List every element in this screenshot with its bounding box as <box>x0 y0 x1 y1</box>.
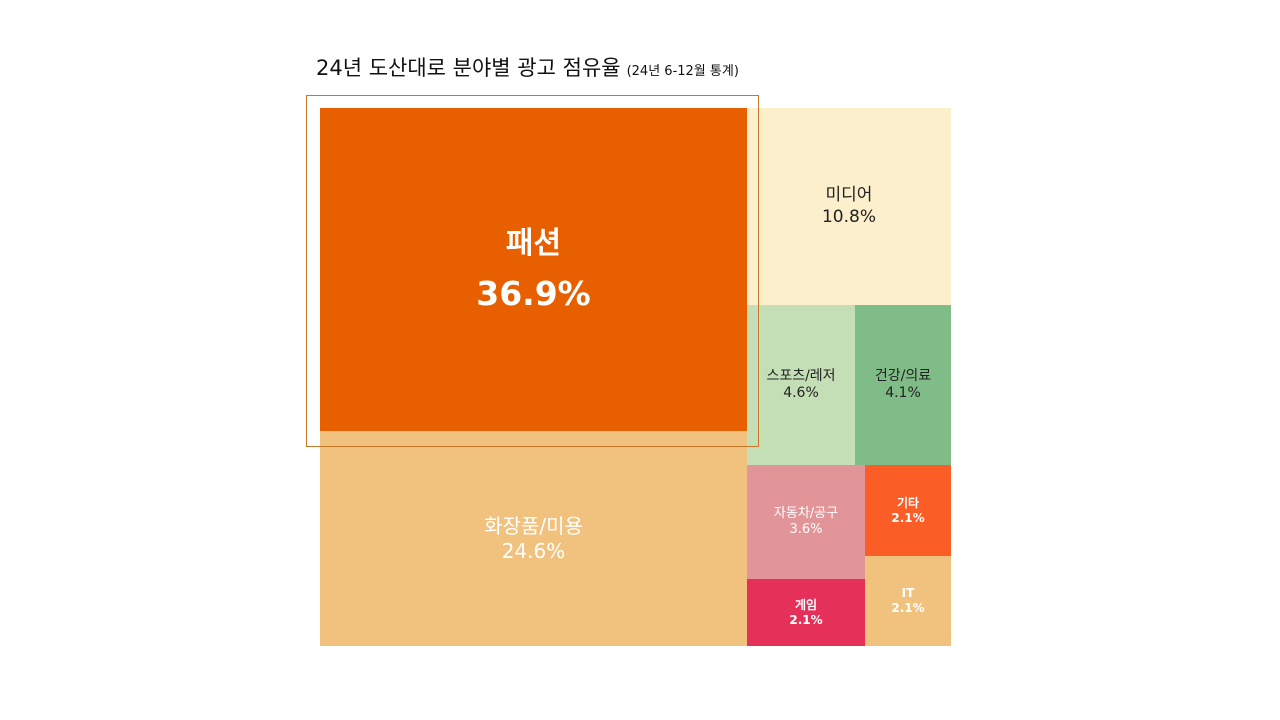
treemap-tile: 건강/의료 4.1% <box>855 305 951 465</box>
tile-label: 건강/의료 <box>874 367 932 384</box>
tile-value: 2.1% <box>891 601 925 615</box>
chart-title: 24년 도산대로 분야별 광고 점유율 (24년 6-12월 통계) <box>316 52 739 82</box>
tile-label: 화장품/미용 <box>484 513 583 538</box>
treemap-tile: 화장품/미용 24.6% <box>320 431 747 646</box>
treemap: 패션 36.9% 화장품/미용 24.6% 미디어 10.8% 스포츠/레저 4.6% 건강/의… <box>320 108 951 646</box>
tile-value: 4.1% <box>885 385 921 401</box>
chart-subtitle: (24년 6-12월 통계) <box>626 64 739 79</box>
tile-value: 24.6% <box>501 538 566 563</box>
treemap-tile: 기타 2.1% <box>865 465 951 556</box>
treemap-tile: 미디어 10.8% <box>747 108 951 305</box>
tile-value: 10.8% <box>821 206 876 227</box>
tile-value: 2.1% <box>789 612 823 627</box>
tile-label: 기타 <box>896 495 920 510</box>
tile-value: 4.6% <box>783 385 819 401</box>
treemap-tile: 스포츠/레저 4.6% <box>747 305 855 465</box>
tile-value: 36.9% <box>476 273 591 313</box>
treemap-tile: 게임 2.1% <box>747 579 865 646</box>
tile-label: 자동차/공구 <box>773 505 839 521</box>
treemap-tile: IT 2.1% <box>865 556 951 646</box>
treemap-tile: 자동차/공구 3.6% <box>747 465 865 579</box>
tile-value: 2.1% <box>891 510 925 525</box>
tile-label: 게임 <box>794 597 818 612</box>
treemap-tile: 패션 36.9% <box>320 108 747 431</box>
tile-label: 패션 <box>505 226 562 262</box>
tile-value: 3.6% <box>789 522 823 537</box>
tile-label: 미디어 <box>825 185 873 206</box>
tile-label: IT <box>901 586 915 600</box>
chart-title-text: 24년 도산대로 분야별 광고 점유율 <box>316 56 621 80</box>
tile-label: 스포츠/레저 <box>766 367 836 384</box>
